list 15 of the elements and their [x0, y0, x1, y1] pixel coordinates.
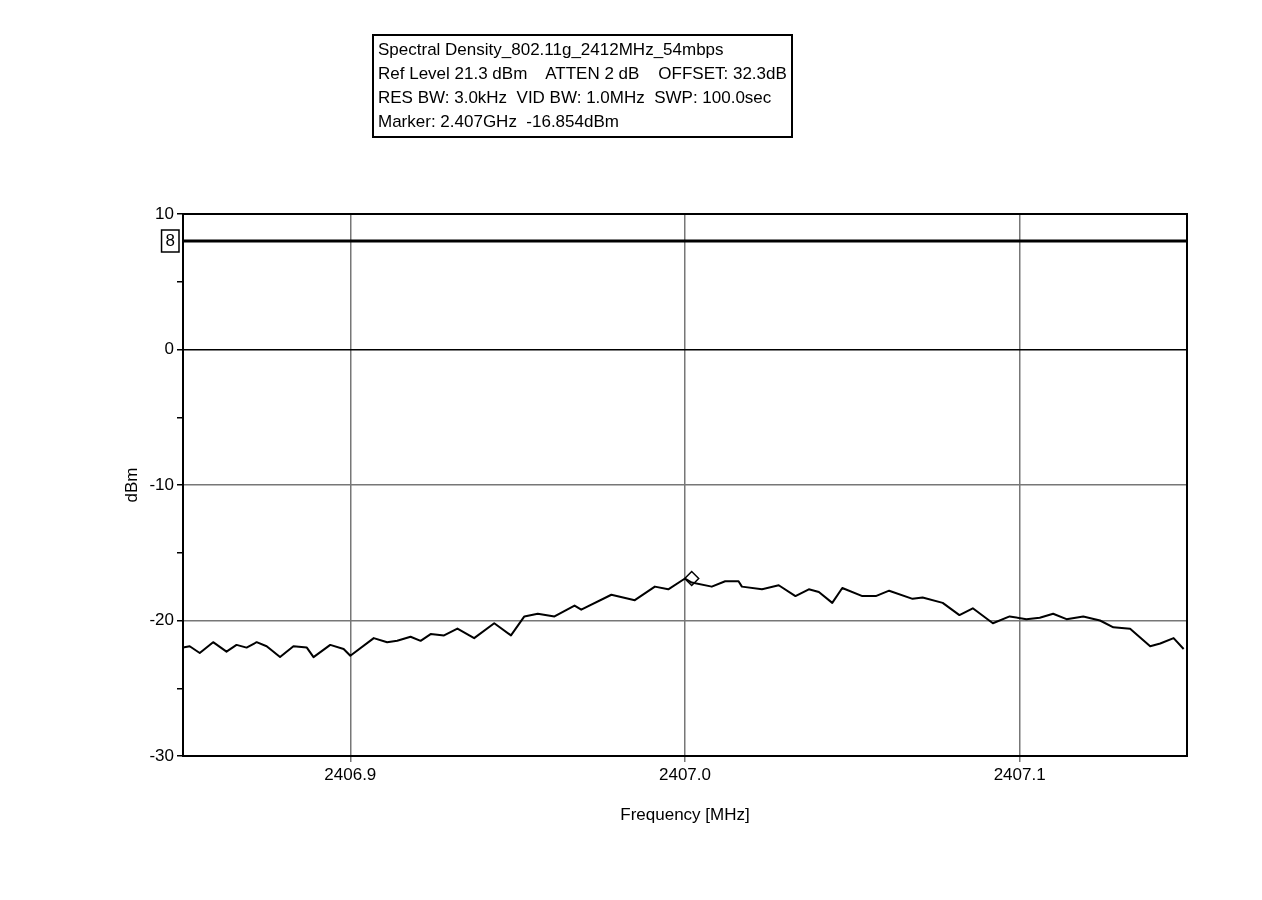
- y-tick-label: -10: [149, 474, 174, 494]
- chart-title: Spectral Density_802.11g_2412MHz_54mbps: [378, 39, 725, 61]
- text: RES BW: 3.0kHz VID BW: 1.0MHz SWP: 100.0sec: [378, 87, 773, 109]
- y-axis-title: dBm: [121, 467, 141, 503]
- text: Ref Level 21.3 dBm ATTEN 2 dB OFFSET: 32.3dB: [378, 63, 787, 85]
- y-tick-label: -30: [149, 745, 174, 765]
- x-tick-label: 2407.1: [993, 764, 1046, 784]
- ref-line-label: 8: [165, 230, 175, 250]
- text: Marker: 2.407GHz -16.854dBm: [378, 111, 620, 133]
- y-tick-label: 0: [164, 339, 174, 359]
- x-axis-title: Frequency [MHz]: [620, 805, 750, 825]
- y-tick-label: -20: [149, 610, 174, 630]
- y-tick-label: 10: [155, 203, 174, 223]
- x-tick-label: 2407.0: [659, 764, 711, 784]
- x-tick-label: 2406.9: [324, 764, 377, 784]
